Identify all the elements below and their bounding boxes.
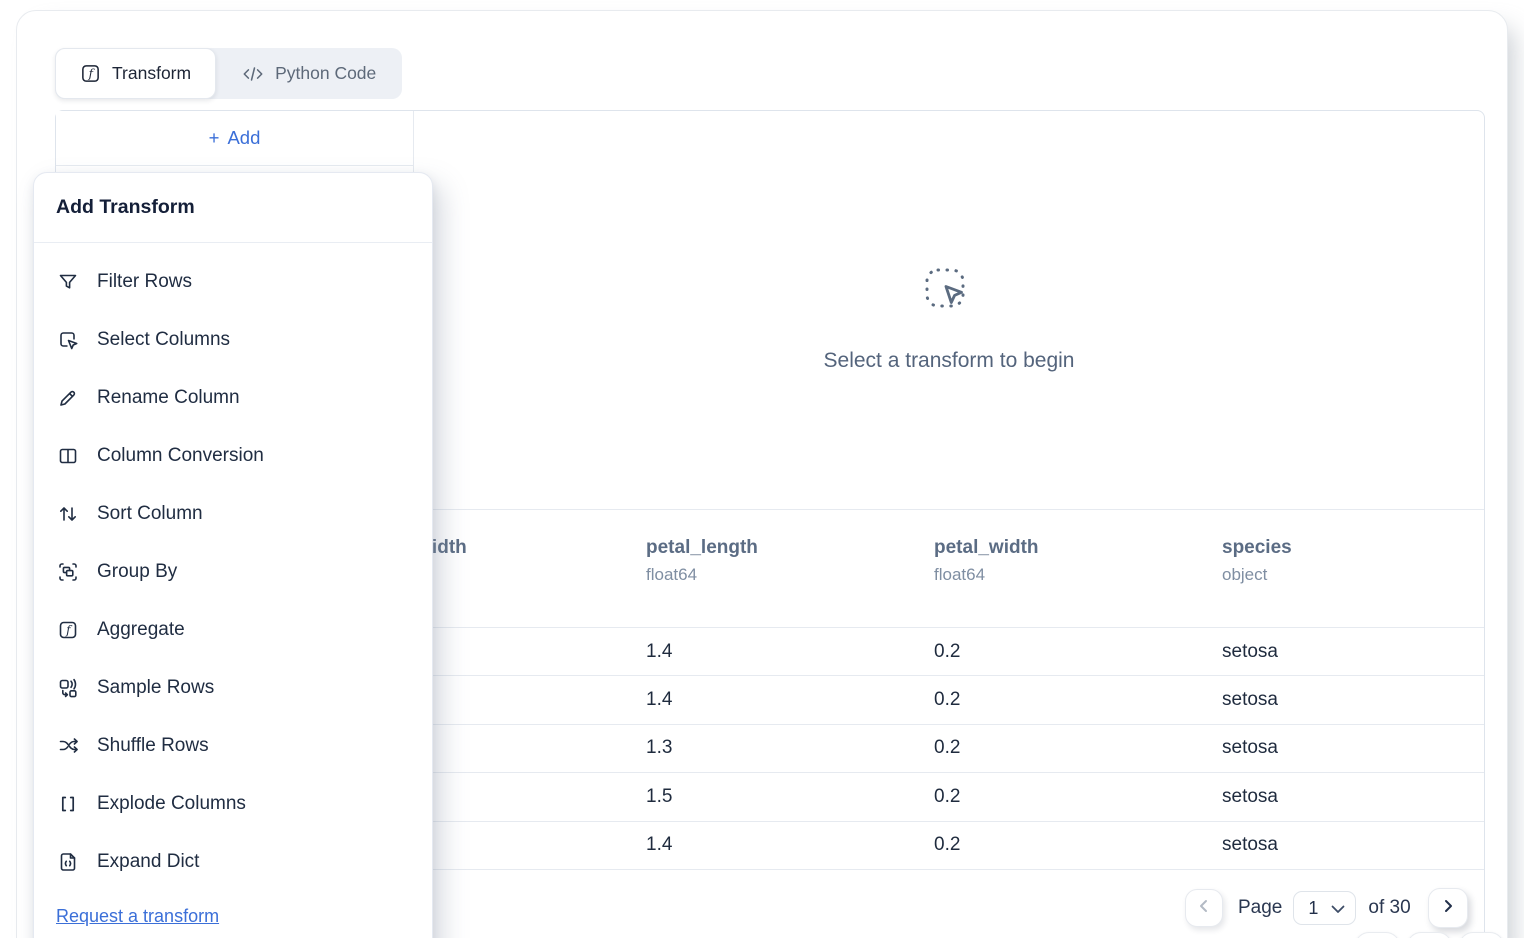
- data-table-area: sepal_width float64 petal_length float64…: [414, 509, 1484, 938]
- brackets-icon: [56, 792, 80, 816]
- empty-state: Select a transform to begin: [414, 111, 1484, 509]
- table-header-row: sepal_width float64 petal_length float64…: [414, 510, 1484, 628]
- table-row: 1.5 0.2 setosa: [414, 773, 1484, 822]
- prev-page-button[interactable]: [1185, 889, 1223, 927]
- request-transform-link[interactable]: Request a transform: [56, 905, 220, 926]
- add-transform-button[interactable]: + Add: [56, 111, 413, 166]
- chevron-down-icon: [1331, 898, 1345, 919]
- code-icon: [242, 65, 264, 83]
- chevron-left-icon: [1196, 898, 1212, 919]
- page-number-select[interactable]: 1: [1293, 891, 1357, 925]
- pencil-icon: [56, 386, 80, 410]
- sort-arrows-icon: [56, 502, 80, 526]
- chevron-right-icon: [1440, 898, 1456, 919]
- sample-icon: [56, 676, 80, 700]
- page-count-label: of 30: [1368, 897, 1411, 918]
- menu-item-sample-rows[interactable]: Sample Rows: [34, 659, 432, 717]
- column-header-petal-length[interactable]: petal_length float64: [646, 537, 758, 584]
- data-table: sepal_width float64 petal_length float64…: [414, 510, 1484, 870]
- table-row: 1.4 0.2 setosa: [414, 628, 1484, 677]
- menu-item-shuffle-rows[interactable]: Shuffle Rows: [34, 717, 432, 775]
- cursor-select-icon: [923, 266, 975, 323]
- menu-item-filter-rows[interactable]: Filter Rows: [34, 253, 432, 311]
- column-header-sepal-width[interactable]: sepal_width float64: [414, 537, 467, 558]
- menu-item-select-columns[interactable]: Select Columns: [34, 311, 432, 369]
- columns-icon: [56, 444, 80, 468]
- menu-item-rename-column[interactable]: Rename Column: [34, 369, 432, 427]
- tab-transform[interactable]: f Transform: [55, 48, 217, 99]
- add-button-label: Add: [227, 127, 261, 148]
- dropdown-title: Add Transform: [34, 173, 432, 243]
- table-row: 1.4 0.2 setosa: [414, 822, 1484, 870]
- menu-item-sort-column[interactable]: Sort Column: [34, 485, 432, 543]
- column-header-petal-width[interactable]: petal_width float64: [934, 537, 1039, 584]
- menu-item-group-by[interactable]: Group By: [34, 543, 432, 601]
- filter-icon: [56, 270, 80, 294]
- next-page-button[interactable]: [1427, 888, 1468, 928]
- column-header-species[interactable]: species object: [1222, 537, 1292, 584]
- svg-text:f: f: [88, 67, 96, 81]
- add-transform-dropdown: Add Transform Filter Rows Select Column: [33, 172, 433, 938]
- expand-dict-icon: [56, 850, 80, 874]
- pagination: Page 1 of 30: [1185, 888, 1468, 928]
- tab-group: f Transform Python Code: [55, 48, 403, 99]
- page-number-value: 1: [1308, 897, 1319, 918]
- function-icon: f: [80, 63, 101, 84]
- menu-item-explode-columns[interactable]: Explode Columns: [34, 775, 432, 833]
- empty-state-message: Select a transform to begin: [823, 348, 1075, 372]
- table-row: 1.4 0.2 setosa: [414, 676, 1484, 725]
- select-columns-icon: [56, 328, 80, 352]
- tab-transform-label: Transform: [112, 63, 192, 83]
- group-icon: [56, 560, 80, 584]
- dropdown-list: Filter Rows Select Columns: [34, 243, 432, 891]
- svg-text:f: f: [65, 623, 73, 637]
- table-row: 1.3 0.2 setosa: [414, 725, 1484, 774]
- shuffle-icon: [56, 734, 80, 758]
- tab-python-code-label: Python Code: [275, 63, 377, 83]
- request-transform-row: Request a transform: [34, 891, 432, 938]
- plus-icon: +: [208, 127, 220, 148]
- menu-item-aggregate[interactable]: f Aggregate: [34, 601, 432, 659]
- function-icon: f: [56, 618, 80, 642]
- transform-list-panel: + Add: [56, 111, 414, 938]
- menu-item-column-conversion[interactable]: Column Conversion: [34, 427, 432, 485]
- tab-python-code[interactable]: Python Code: [216, 48, 402, 99]
- menu-item-expand-dict[interactable]: Expand Dict: [34, 833, 432, 891]
- page-label: Page: [1238, 897, 1283, 918]
